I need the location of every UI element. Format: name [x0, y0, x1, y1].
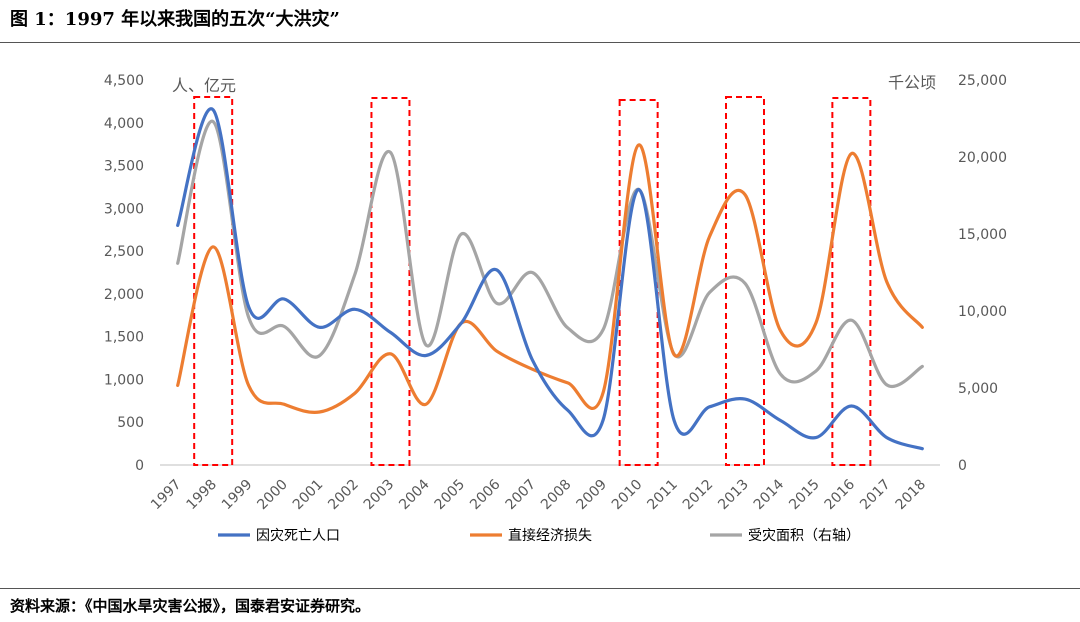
right-tick-label: 10,000	[958, 304, 1007, 320]
left-tick-label: 4,500	[104, 73, 144, 89]
x-tick-label: 2013	[715, 477, 752, 514]
x-tick-label: 2010	[609, 477, 646, 514]
right-tick-label: 20,000	[958, 150, 1007, 166]
chart-legend: 因灾死亡人口 直接经济损失 受灾面积（右轴）	[218, 527, 860, 544]
left-tick-label: 0	[135, 458, 144, 474]
top-divider	[0, 42, 1080, 43]
bottom-divider	[0, 588, 1080, 589]
x-tick-label: 2017	[857, 477, 894, 514]
x-tick-label: 2012	[680, 477, 717, 514]
x-tick-label: 1999	[219, 477, 256, 514]
highlight-box-2003	[370, 97, 411, 466]
series-lines	[176, 107, 924, 451]
x-tick-label: 2014	[751, 476, 788, 513]
x-tick-label: 2009	[573, 477, 610, 514]
left-tick-label: 2,000	[104, 287, 144, 303]
highlight-box-2016	[831, 97, 872, 466]
legend-label-1: 直接经济损失	[508, 527, 592, 544]
x-tick-label: 2007	[503, 477, 540, 514]
left-tick-label: 3,000	[104, 201, 144, 217]
x-tick-label: 2018	[893, 477, 930, 514]
highlight-box-1998	[193, 96, 234, 466]
left-tick-label: 1,000	[104, 372, 144, 388]
left-axis-unit: 人、亿元	[172, 76, 236, 95]
x-tick-label: 2006	[467, 476, 504, 513]
x-tick-label: 2005	[432, 477, 469, 514]
x-tick-label: 2016	[822, 476, 859, 513]
x-tick-label: 2008	[538, 477, 575, 514]
left-tick-label: 1,500	[104, 330, 144, 346]
legend-label-2: 受灾面积（右轴）	[748, 527, 860, 544]
series-line-0	[176, 107, 924, 451]
x-tick-label: 2003	[361, 477, 398, 514]
x-tick-label: 2000	[254, 477, 291, 514]
left-tick-label: 2,500	[104, 244, 144, 260]
x-tick-label: 2002	[325, 477, 362, 514]
series-line-1	[176, 143, 924, 414]
highlight-box-2013	[725, 96, 765, 466]
x-tick-label: 2001	[290, 477, 327, 514]
source-note: 资料来源：《中国水旱灾害公报》，国泰君安证券研究。	[10, 597, 371, 615]
figure-title: 图 1：1997 年以来我国的五次“大洪灾”	[10, 9, 340, 30]
x-tick-label: 1997	[148, 477, 185, 514]
x-tick-label: 2015	[786, 477, 823, 514]
right-axis-unit: 千公顷	[888, 73, 936, 92]
flood-chart: 0 500 1,000 1,500 2,000 2,500 3,000 3,500 4,000 4…	[104, 73, 1007, 544]
right-tick-label: 0	[958, 458, 967, 474]
legend-label-0: 因灾死亡人口	[256, 527, 340, 544]
x-tick-label: 1998	[183, 477, 220, 514]
left-tick-label: 4,000	[104, 116, 144, 132]
right-tick-label: 5,000	[958, 381, 998, 397]
left-tick-label: 3,500	[104, 159, 144, 175]
x-tick-label: 2011	[644, 477, 681, 514]
left-tick-label: 500	[117, 415, 144, 431]
series-line-2	[176, 119, 924, 389]
highlight-box-2010	[618, 99, 659, 466]
right-tick-label: 15,000	[958, 227, 1007, 243]
chart-axes: 0 500 1,000 1,500 2,000 2,500 3,000 3,500 4,000 4…	[104, 73, 1007, 513]
x-tick-label: 2004	[396, 476, 433, 513]
right-tick-label: 25,000	[958, 73, 1007, 89]
